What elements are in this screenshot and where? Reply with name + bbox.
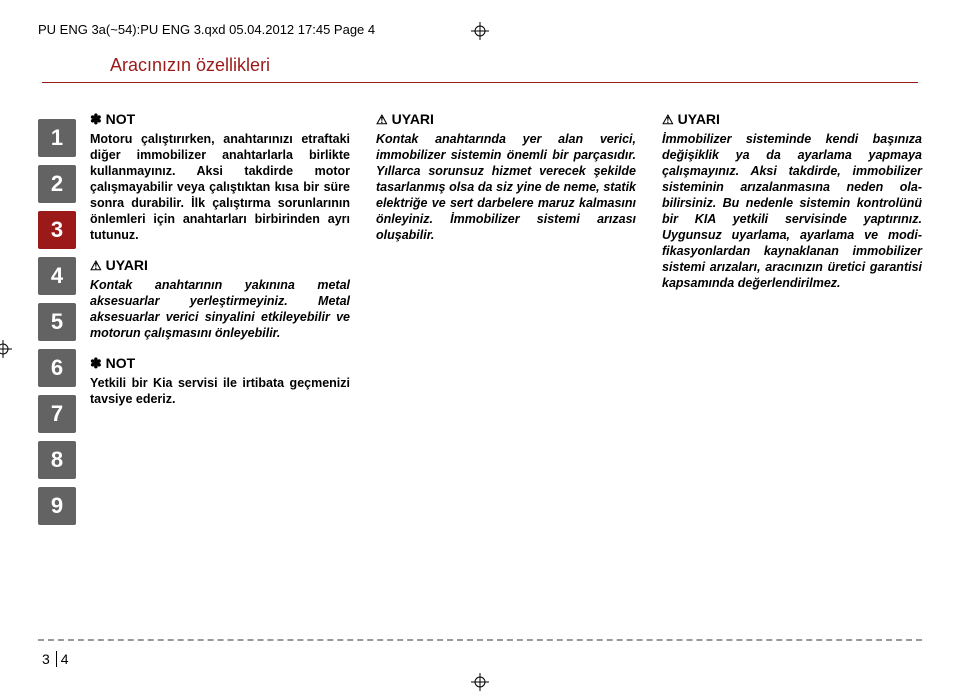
- section-tab-7[interactable]: 7: [38, 395, 76, 433]
- warning-body: Kontak anahtarının yakınına metal aksesu…: [90, 277, 350, 341]
- warning-label: UYARI: [678, 111, 720, 129]
- registration-mark-top: [471, 22, 489, 40]
- section-tab-6[interactable]: 6: [38, 349, 76, 387]
- note-block-2: ✽ NOT Yetkili bir Kia servisi ile irtiba…: [90, 355, 350, 407]
- note-heading: ✽ NOT: [90, 111, 350, 129]
- column-2: ⚠ UYARI Kontak anahtarında yer alan veri…: [376, 111, 636, 525]
- section-tabs: 1 2 3 4 5 6 7 8 9: [38, 111, 90, 525]
- note-body: Motoru çalıştırırken, anahtarınızı etraf…: [90, 131, 350, 243]
- note-heading: ✽ NOT: [90, 355, 350, 373]
- warning-heading: ⚠ UYARI: [90, 257, 350, 275]
- warning-block-2: ⚠ UYARI Kontak anahtarında yer alan veri…: [376, 111, 636, 243]
- section-tab-3[interactable]: 3: [38, 211, 76, 249]
- warning-block-3: ⚠ UYARI İmmobilizer sisteminde kendi baş…: [662, 111, 922, 291]
- column-3: ⚠ UYARI İmmobilizer sisteminde kendi baş…: [662, 111, 922, 525]
- column-1: ✽ NOT Motoru çalıştırırken, anahtarınızı…: [90, 111, 350, 525]
- warning-body: Kontak anahtarında yer alan verici, immo…: [376, 131, 636, 243]
- content-area: 1 2 3 4 5 6 7 8 9 ✽ NOT Motoru çalıştırırken, an…: [38, 111, 922, 525]
- section-title: Aracınızın özellikleri: [110, 55, 922, 76]
- warning-label: UYARI: [392, 111, 434, 129]
- page: PU ENG 3a(~54):PU ENG 3.qxd 05.04.2012 1…: [0, 0, 960, 697]
- warning-icon: ⚠: [376, 112, 388, 129]
- section-tab-4[interactable]: 4: [38, 257, 76, 295]
- section-tab-1[interactable]: 1: [38, 119, 76, 157]
- registration-mark-bottom: [471, 673, 489, 691]
- section-tab-5[interactable]: 5: [38, 303, 76, 341]
- section-tab-9[interactable]: 9: [38, 487, 76, 525]
- warning-label: UYARI: [106, 257, 148, 275]
- section-tab-2[interactable]: 2: [38, 165, 76, 203]
- footer-section: 3: [42, 651, 57, 667]
- registration-mark-left: [0, 340, 12, 358]
- footer-page: 4: [61, 651, 69, 667]
- warning-heading: ⚠ UYARI: [376, 111, 636, 129]
- title-rule: [42, 82, 918, 83]
- note-body: Yetkili bir Kia servisi ile irtibata geç…: [90, 375, 350, 407]
- warning-icon: ⚠: [662, 112, 674, 129]
- warning-block-1: ⚠ UYARI Kontak anahtarının yakınına meta…: [90, 257, 350, 341]
- section-tab-8[interactable]: 8: [38, 441, 76, 479]
- warning-heading: ⚠ UYARI: [662, 111, 922, 129]
- fold-dashes: [38, 639, 922, 641]
- note-block-1: ✽ NOT Motoru çalıştırırken, anahtarınızı…: [90, 111, 350, 243]
- warning-icon: ⚠: [90, 258, 102, 275]
- warning-body: İmmobilizer sisteminde kendi başınıza de…: [662, 131, 922, 291]
- page-number: 34: [42, 651, 69, 667]
- text-columns: ✽ NOT Motoru çalıştırırken, anahtarınızı…: [90, 111, 922, 525]
